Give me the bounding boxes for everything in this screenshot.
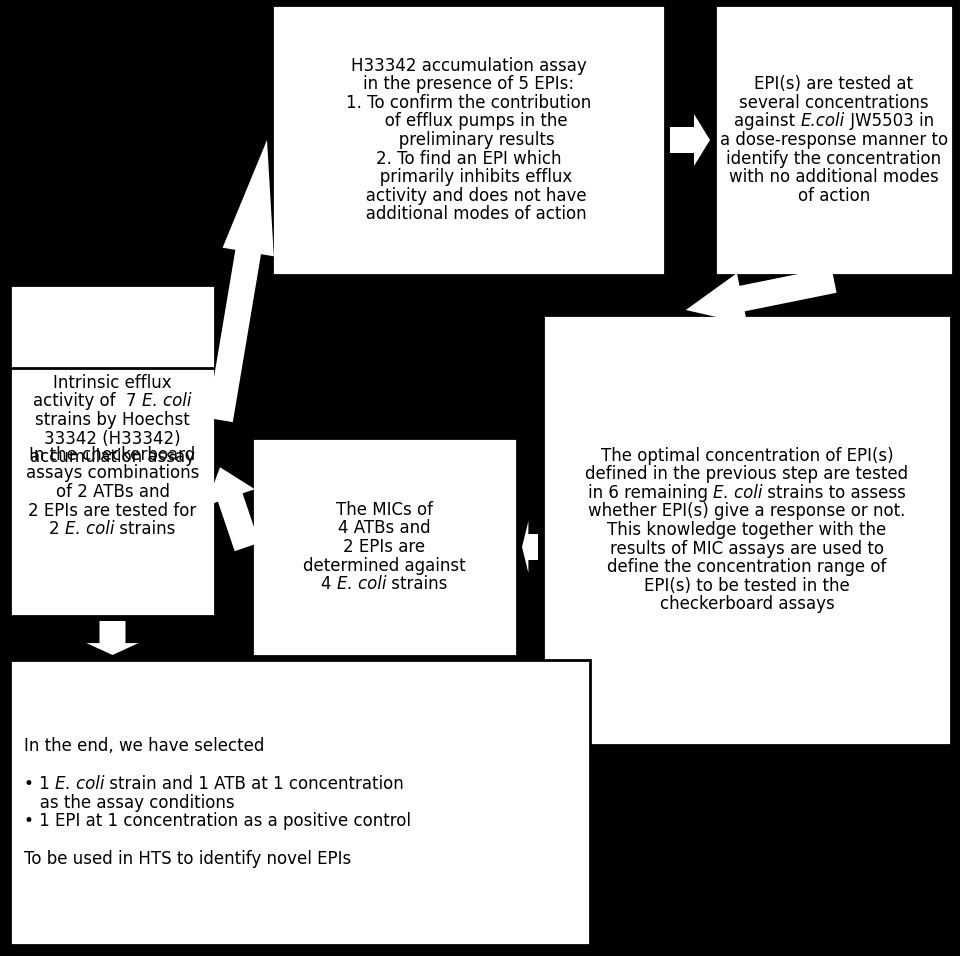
Text: accumulation assay: accumulation assay: [30, 448, 195, 467]
Text: 4 ATBs and: 4 ATBs and: [338, 519, 431, 537]
Text: Intrinsic efflux: Intrinsic efflux: [53, 374, 172, 392]
Polygon shape: [670, 114, 710, 166]
Polygon shape: [86, 621, 138, 655]
Text: preliminary results: preliminary results: [383, 131, 554, 149]
Text: E. coli: E. coli: [142, 392, 192, 410]
FancyBboxPatch shape: [543, 315, 951, 745]
Text: additional modes of action: additional modes of action: [350, 206, 587, 224]
Text: 2 EPIs are: 2 EPIs are: [344, 538, 425, 556]
FancyBboxPatch shape: [10, 660, 590, 945]
Text: E. coli: E. coli: [713, 484, 762, 502]
Text: H33342 accumulation assay: H33342 accumulation assay: [350, 56, 587, 75]
Text: results of MIC assays are used to: results of MIC assays are used to: [610, 539, 884, 557]
Text: • 1: • 1: [24, 774, 55, 793]
Polygon shape: [685, 268, 836, 324]
Text: strains to assess: strains to assess: [762, 484, 906, 502]
Text: JW5503 in: JW5503 in: [845, 113, 934, 130]
Text: activity and does not have: activity and does not have: [350, 186, 587, 205]
FancyBboxPatch shape: [10, 368, 215, 616]
Text: strains by Hoechst: strains by Hoechst: [36, 411, 190, 429]
Text: primarily inhibits efflux: primarily inhibits efflux: [365, 168, 572, 186]
Text: 33342 (H33342): 33342 (H33342): [44, 429, 180, 447]
Text: E. coli: E. coli: [65, 520, 114, 538]
Text: in the presence of 5 EPIs:: in the presence of 5 EPIs:: [363, 76, 574, 93]
Text: E. coli: E. coli: [55, 774, 105, 793]
Polygon shape: [207, 140, 274, 423]
Text: define the concentration range of: define the concentration range of: [608, 558, 887, 576]
Text: To be used in HTS to identify novel EPIs: To be used in HTS to identify novel EPIs: [24, 851, 351, 868]
Text: 4: 4: [322, 576, 337, 594]
Text: of 2 ATBs and: of 2 ATBs and: [56, 483, 170, 501]
Text: This knowledge together with the: This knowledge together with the: [608, 521, 887, 539]
Text: 1. To confirm the contribution: 1. To confirm the contribution: [346, 94, 591, 112]
Text: of action: of action: [798, 186, 870, 205]
Text: 2: 2: [49, 520, 65, 538]
Text: The optimal concentration of EPI(s): The optimal concentration of EPI(s): [601, 446, 894, 465]
Text: defined in the previous step are tested: defined in the previous step are tested: [586, 466, 908, 483]
Text: checkerboard assays: checkerboard assays: [660, 596, 834, 614]
Text: In the end, we have selected: In the end, we have selected: [24, 737, 264, 754]
FancyBboxPatch shape: [715, 5, 953, 275]
Text: 2. To find an EPI which: 2. To find an EPI which: [375, 149, 562, 167]
Text: activity of  7: activity of 7: [34, 392, 142, 410]
Text: In the checkerboard: In the checkerboard: [30, 445, 196, 464]
Text: against: against: [734, 113, 801, 130]
Text: a dose-response manner to: a dose-response manner to: [720, 131, 948, 149]
Text: strain and 1 ATB at 1 concentration: strain and 1 ATB at 1 concentration: [105, 774, 404, 793]
Polygon shape: [522, 521, 538, 573]
Text: as the assay conditions: as the assay conditions: [24, 793, 234, 812]
Text: identify the concentration: identify the concentration: [727, 149, 942, 167]
Text: 2 EPIs are tested for: 2 EPIs are tested for: [29, 502, 197, 520]
FancyBboxPatch shape: [252, 438, 517, 656]
Text: E.coli: E.coli: [801, 113, 845, 130]
Text: EPI(s) to be tested in the: EPI(s) to be tested in the: [644, 576, 850, 595]
Polygon shape: [205, 467, 259, 552]
FancyBboxPatch shape: [10, 285, 215, 555]
Text: EPI(s) are tested at: EPI(s) are tested at: [755, 76, 914, 93]
Text: of efflux pumps in the: of efflux pumps in the: [370, 113, 567, 130]
Text: assays combinations: assays combinations: [26, 465, 199, 483]
Text: E. coli: E. coli: [337, 576, 387, 594]
FancyBboxPatch shape: [272, 5, 665, 275]
Text: strains: strains: [114, 520, 176, 538]
Text: determined against: determined against: [303, 556, 466, 575]
Text: with no additional modes: with no additional modes: [730, 168, 939, 186]
Text: strains: strains: [387, 576, 447, 594]
Text: whether EPI(s) give a response or not.: whether EPI(s) give a response or not.: [588, 503, 905, 520]
Text: The MICs of: The MICs of: [336, 501, 433, 519]
Text: • 1 EPI at 1 concentration as a positive control: • 1 EPI at 1 concentration as a positive…: [24, 813, 411, 831]
Text: in 6 remaining: in 6 remaining: [588, 484, 713, 502]
Text: several concentrations: several concentrations: [739, 94, 929, 112]
